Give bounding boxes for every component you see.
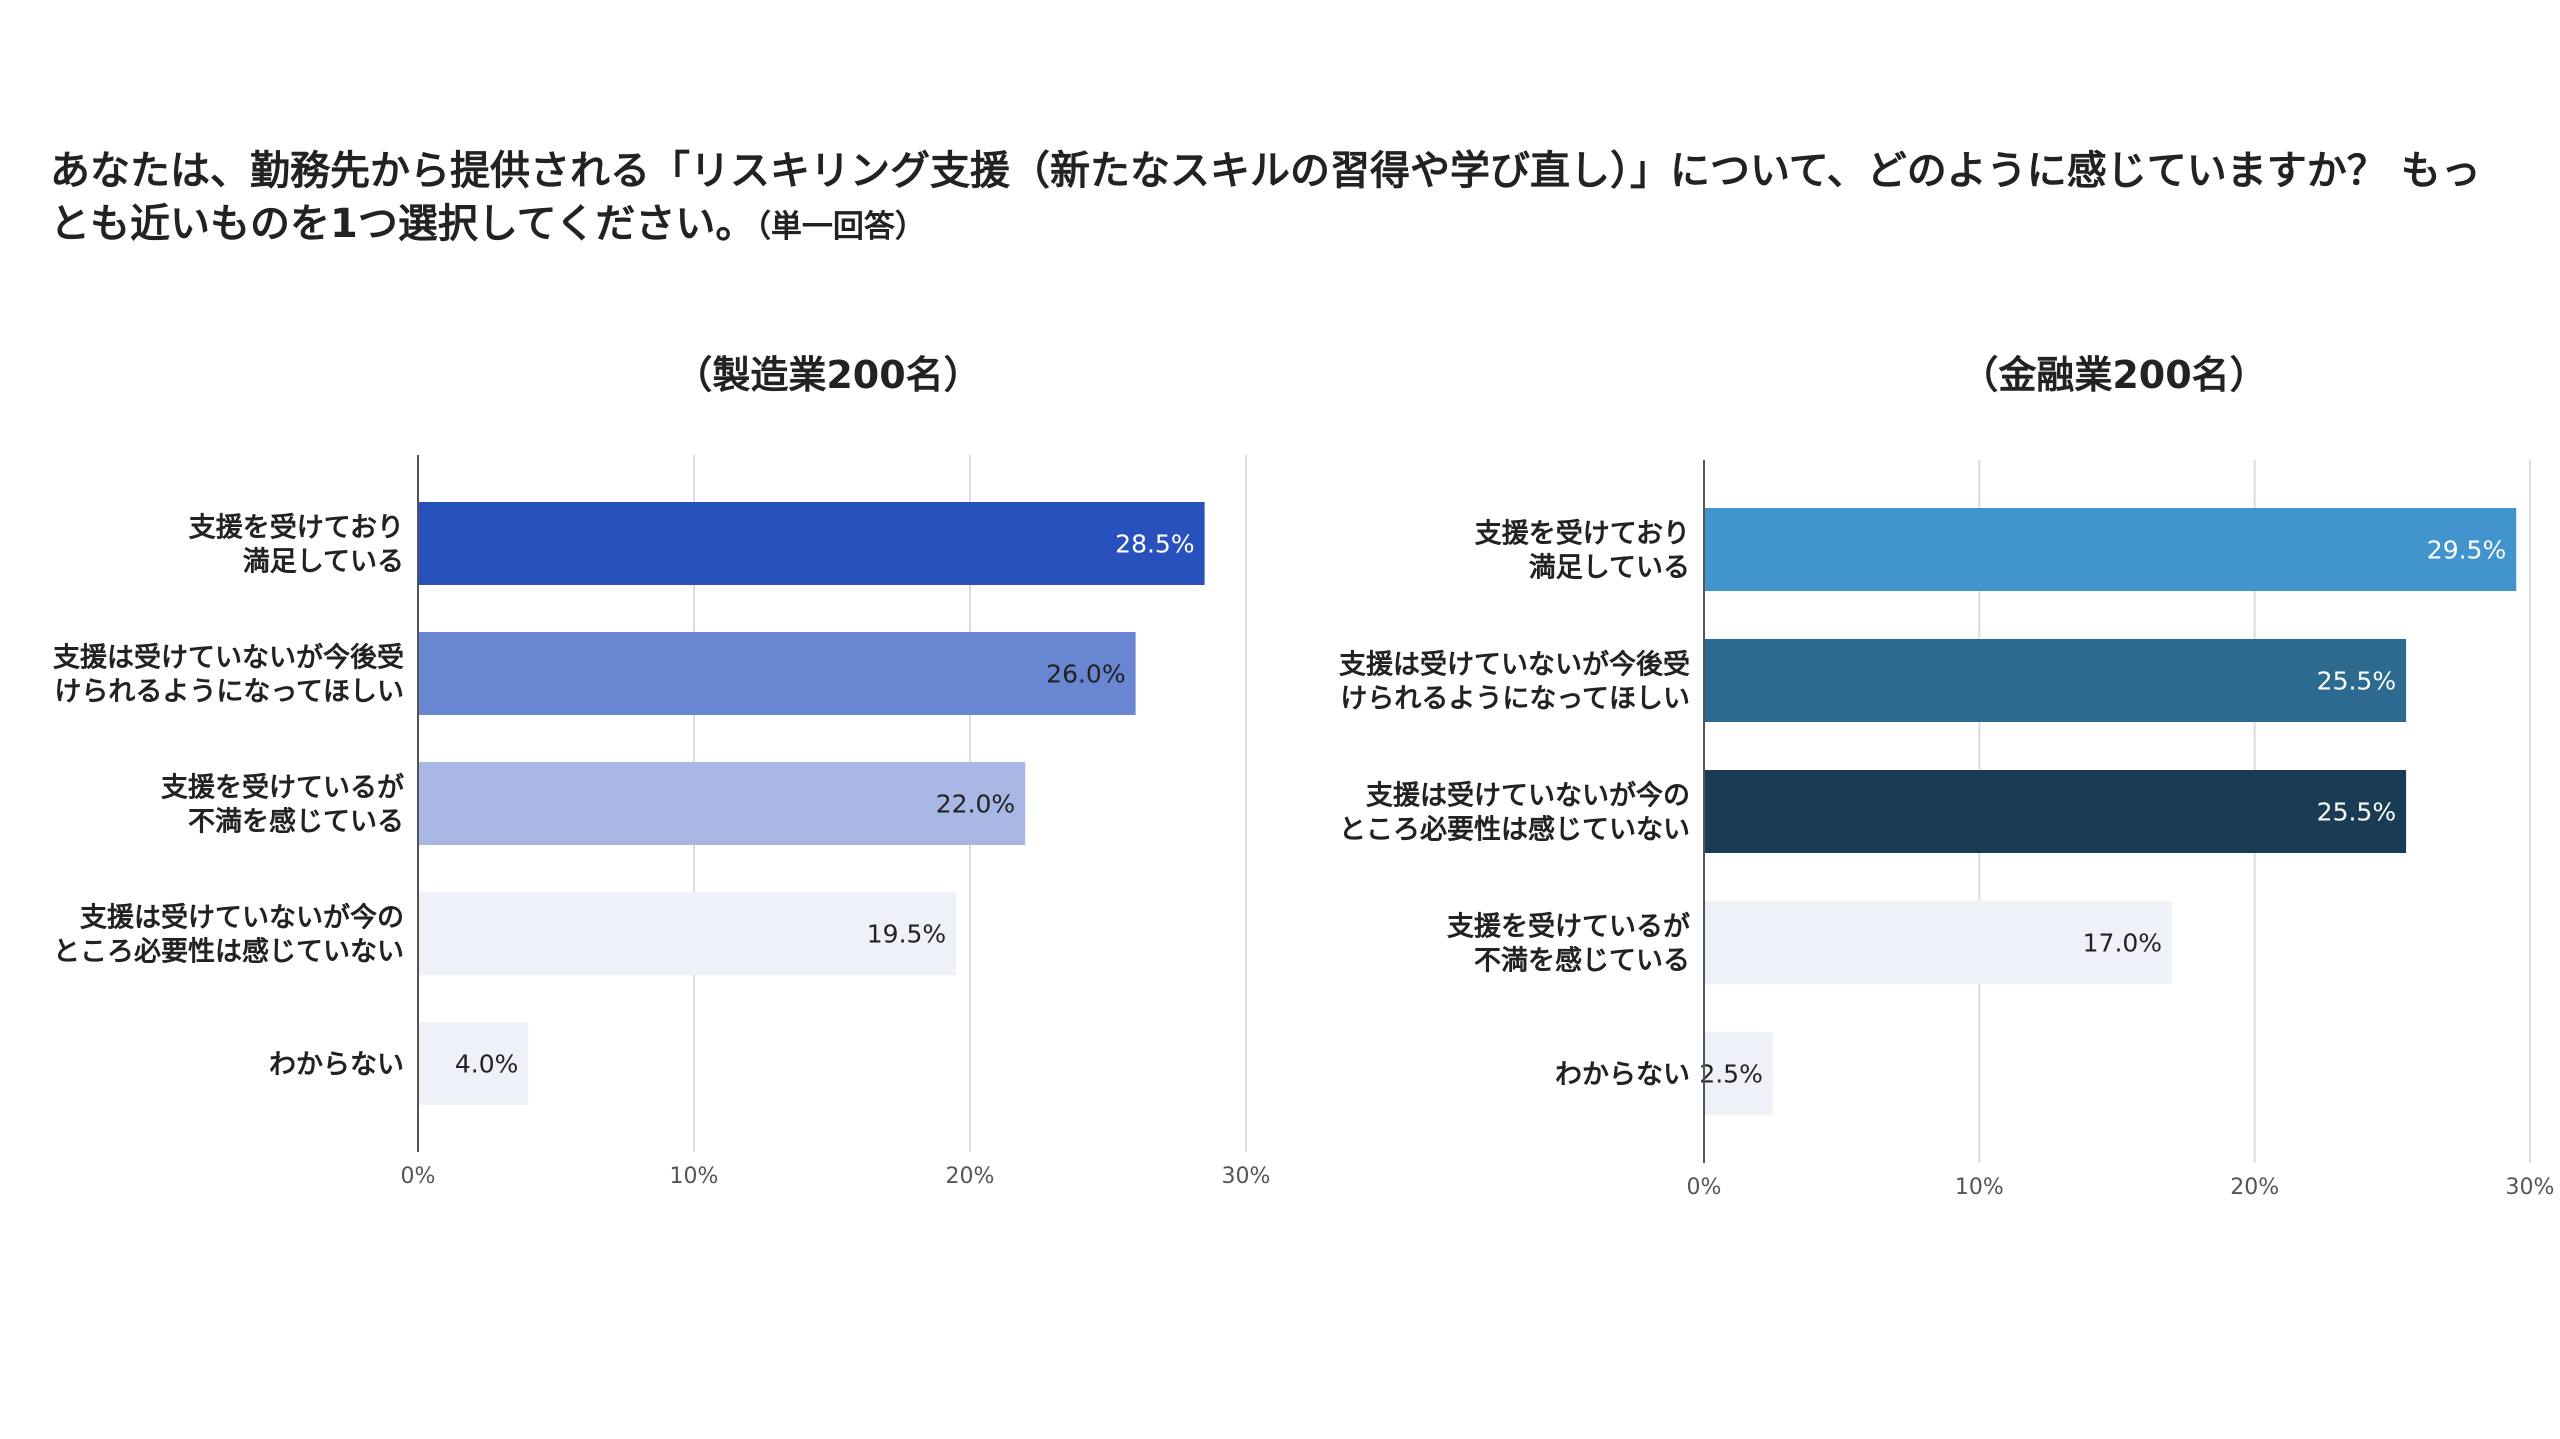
category-label: 満足している (243, 547, 404, 578)
category-label: 支援を受けているが (161, 772, 404, 804)
chart-title: （金融業200名） (1960, 353, 2267, 397)
category-label: 満足している (1529, 553, 1690, 584)
bar (418, 762, 1026, 845)
question-note: （単一回答） (755, 209, 926, 245)
category-label: ところ必要性は感じていない (1339, 814, 1690, 846)
category-label: 支援を受けているが (1447, 911, 1690, 943)
bar (1704, 508, 2517, 591)
x-tick-label: 30% (2506, 1175, 2555, 1200)
data-label: 2.5% (1699, 1060, 1763, 1089)
category-label: 不満を感じている (188, 806, 404, 838)
x-tick-label: 0% (401, 1164, 436, 1189)
category-label: 不満を感じている (1474, 945, 1690, 977)
bar (418, 892, 957, 975)
category-label: 支援を受けており (1475, 518, 1690, 550)
x-tick-label: 10% (670, 1164, 719, 1189)
bar (1704, 639, 2407, 722)
bar (1704, 1032, 1773, 1115)
category-label: 支援を受けており (189, 512, 404, 544)
data-label: 25.5% (2317, 798, 2396, 827)
category-label: 支援は受けていないが今の (1366, 780, 1690, 812)
chart-title: （製造業200名） (674, 353, 981, 397)
x-tick-label: 0% (1687, 1175, 1722, 1200)
category-label: 支援は受けていないが今後受 (1339, 649, 1690, 681)
category-label: わからない (269, 1050, 404, 1081)
category-label: 支援は受けていないが今後受 (53, 642, 404, 674)
data-label: 26.0% (1046, 660, 1125, 689)
category-label: けられるようになってほしい (54, 677, 404, 708)
question-text: あなたは、勤務先から提供される「リスキリング支援（新たなスキルの習得や学び直し）… (50, 148, 2481, 247)
data-label: 4.0% (455, 1050, 519, 1079)
data-label: 22.0% (936, 790, 1015, 819)
data-label: 17.0% (2083, 929, 2162, 958)
bar (418, 1022, 529, 1105)
bar (418, 502, 1205, 585)
x-tick-label: 20% (2230, 1175, 2279, 1200)
bar (1704, 901, 2173, 984)
data-label: 25.5% (2317, 667, 2396, 696)
category-label: 支援は受けていないが今の (80, 902, 404, 934)
category-label: わからない (1555, 1060, 1690, 1091)
survey-question: あなたは、勤務先から提供される「リスキリング支援（新たなスキルの習得や学び直し）… (50, 145, 2490, 254)
x-tick-label: 20% (946, 1164, 995, 1189)
data-label: 19.5% (867, 920, 946, 949)
x-tick-label: 10% (1955, 1175, 2004, 1200)
category-label: けられるようになってほしい (1340, 684, 1690, 715)
data-label: 29.5% (2427, 536, 2506, 565)
data-label: 28.5% (1115, 530, 1194, 559)
bar (418, 632, 1136, 715)
bar (1704, 770, 2407, 853)
category-label: ところ必要性は感じていない (53, 936, 404, 968)
x-tick-label: 30% (1222, 1164, 1271, 1189)
